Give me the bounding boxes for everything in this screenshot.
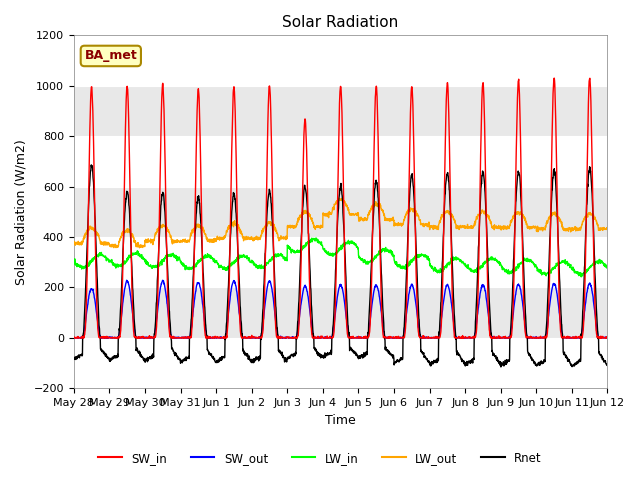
SW_in (604, 335, 611, 341)
Rnet (70, 354, 77, 360)
Bar (74, 36, 607, 86)
Bar (74, 338, 607, 388)
Text: BA_met: BA_met (84, 49, 137, 62)
Rnet (604, 362, 611, 368)
Title: Solar Radiation: Solar Radiation (282, 15, 399, 30)
SW_out (604, 335, 611, 341)
SW_in (572, 335, 579, 341)
LW_out (356, 216, 364, 222)
SW_in (550, 75, 558, 81)
SW_out (70, 335, 77, 340)
Line: SW_in: SW_in (74, 78, 607, 338)
Rnet (572, 360, 579, 366)
LW_out (70, 241, 77, 247)
Rnet (219, 354, 227, 360)
SW_out (368, 302, 376, 308)
Rnet (497, 364, 505, 370)
LW_in (368, 260, 376, 265)
X-axis label: Time: Time (325, 414, 356, 427)
Rnet (557, 306, 564, 312)
SW_in (219, 335, 227, 341)
LW_out (572, 227, 579, 233)
LW_out (368, 206, 376, 212)
SW_in (70, 335, 77, 341)
SW_out (220, 335, 227, 341)
SW_out (123, 277, 131, 283)
LW_in (70, 259, 77, 264)
LW_in (219, 265, 227, 271)
Legend: SW_in, SW_out, LW_in, LW_out, Rnet: SW_in, SW_out, LW_in, LW_out, Rnet (93, 447, 547, 469)
LW_out (136, 245, 143, 251)
LW_in (572, 268, 579, 274)
LW_in (604, 264, 611, 270)
Bar (74, 237, 607, 288)
SW_in (495, 335, 503, 341)
LW_out (335, 195, 342, 201)
Rnet (368, 257, 376, 263)
Bar (74, 136, 607, 187)
Line: LW_out: LW_out (74, 198, 607, 248)
Line: LW_in: LW_in (74, 238, 607, 277)
Line: Rnet: Rnet (74, 165, 607, 367)
LW_out (496, 224, 504, 230)
SW_in (557, 327, 564, 333)
Rnet (496, 359, 504, 364)
LW_in (557, 261, 564, 266)
LW_out (604, 227, 611, 232)
SW_out (70, 335, 78, 341)
Y-axis label: Solar Radiation (W/m2): Solar Radiation (W/m2) (15, 139, 28, 285)
LW_out (219, 235, 227, 241)
SW_out (557, 321, 564, 327)
LW_in (496, 263, 504, 268)
LW_in (577, 274, 585, 280)
SW_out (496, 335, 504, 340)
LW_out (557, 218, 564, 224)
Rnet (356, 353, 364, 359)
SW_in (367, 287, 375, 293)
SW_out (356, 335, 364, 341)
SW_in (356, 335, 364, 340)
SW_out (572, 335, 579, 341)
LW_in (356, 256, 364, 262)
LW_in (312, 235, 320, 241)
Line: SW_out: SW_out (74, 280, 607, 338)
Rnet (88, 162, 95, 168)
